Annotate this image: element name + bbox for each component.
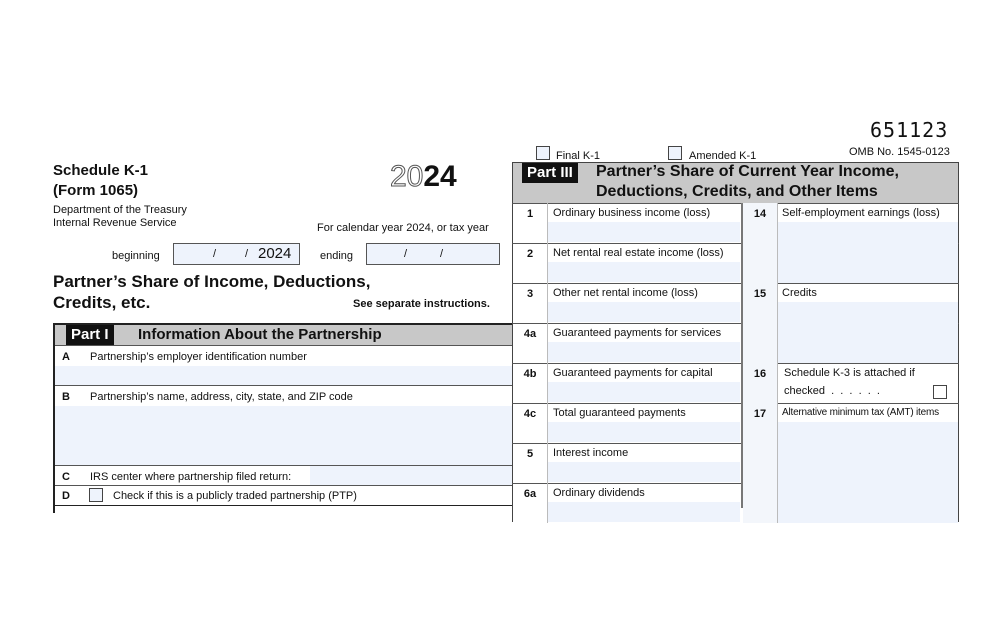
amended-k1-label: Amended K-1: [689, 150, 757, 162]
amended-k1-checkbox[interactable]: [668, 146, 682, 160]
ptp-label: Check if this is a publicly traded partn…: [113, 490, 357, 502]
main-title-2: Credits, etc.: [53, 293, 151, 312]
k3-checkbox[interactable]: [933, 385, 947, 399]
form-number: (Form 1065): [53, 182, 139, 199]
line-amount-field[interactable]: [548, 382, 740, 402]
line-amount-field[interactable]: [548, 462, 740, 482]
part1-header: [55, 325, 512, 345]
form-code: 651123: [870, 118, 949, 142]
row-letter: A: [62, 351, 70, 363]
ein-field[interactable]: [55, 366, 512, 385]
part3-section: [512, 162, 959, 522]
code-field[interactable]: [743, 363, 777, 403]
irs-center-label: IRS center where partnership filed retur…: [90, 471, 292, 483]
line-number: 4a: [523, 328, 537, 340]
line-amount-field[interactable]: [548, 502, 740, 522]
line-number: 16: [753, 368, 767, 380]
row-letter: D: [62, 490, 70, 502]
line-amount-field[interactable]: [548, 302, 740, 322]
date-sep: /: [213, 248, 217, 260]
line-number: 14: [753, 208, 767, 220]
date-sep: /: [440, 248, 444, 260]
row-letter: C: [62, 471, 70, 483]
line-amount-field[interactable]: [778, 243, 958, 283]
date-sep: /: [245, 248, 249, 260]
form-title: Schedule K-1: [53, 162, 149, 179]
part1-tag: Part I: [66, 325, 114, 345]
row-letter: B: [62, 391, 70, 403]
code-field[interactable]: [743, 283, 777, 323]
year-outline: 20: [389, 160, 424, 194]
calendar-text: For calendar year 2024, or tax year: [317, 222, 489, 234]
line-label: Guaranteed payments for capital: [553, 367, 713, 379]
irs-center-field[interactable]: [310, 466, 512, 485]
line-label: Credits: [782, 287, 817, 299]
date-sep: /: [404, 248, 408, 260]
partnership-name-label: Partnership’s name, address, city, state…: [90, 391, 353, 403]
line-amount-field[interactable]: [548, 262, 740, 282]
line-label: Interest income: [553, 447, 629, 459]
year-bold: 24: [423, 160, 457, 193]
line-number: 2: [526, 248, 534, 260]
omb-number: OMB No. 1545-0123: [849, 146, 950, 158]
instructions-note: See separate instructions.: [353, 298, 490, 310]
beginning-year: 2024: [258, 245, 292, 262]
line-amount-field[interactable]: [778, 222, 958, 243]
line-amount-field[interactable]: [778, 323, 958, 363]
line-label: Self-employment earnings (loss): [782, 207, 940, 219]
code-field[interactable]: [743, 443, 777, 483]
line-number: 3: [526, 288, 534, 300]
line-label: Net rental real estate income (loss): [553, 247, 724, 259]
part1-section: [53, 323, 512, 513]
line-number: 4b: [523, 368, 537, 380]
code-field[interactable]: [743, 203, 777, 243]
k3-label: Schedule K-3 is attached if: [784, 367, 915, 379]
dept-label: Department of the Treasury: [53, 204, 187, 216]
line-label: Ordinary dividends: [553, 487, 645, 499]
code-field[interactable]: [743, 403, 777, 443]
line-number: 1: [526, 208, 534, 220]
line-label: Other net rental income (loss): [553, 287, 698, 299]
line-amount-field[interactable]: [548, 422, 740, 442]
line-label: Guaranteed payments for services: [553, 327, 722, 339]
irs-label: Internal Revenue Service: [53, 217, 177, 229]
beginning-label: beginning: [112, 250, 160, 262]
line-amount-field[interactable]: [548, 222, 740, 242]
line-number: 5: [526, 448, 534, 460]
final-k1-label: Final K-1: [556, 150, 601, 162]
line-label: Total guaranteed payments: [553, 407, 686, 419]
part3-title-1: Partner’s Share of Current Year Income,: [596, 163, 899, 180]
line-number: 6a: [523, 488, 537, 500]
line-amount-field[interactable]: [778, 443, 958, 483]
tax-year: 2024: [389, 160, 457, 194]
final-k1-checkbox[interactable]: [536, 146, 550, 160]
part1-title: Information About the Partnership: [138, 326, 382, 343]
line-number: 17: [753, 408, 767, 420]
line-amount-field[interactable]: [778, 483, 958, 523]
ein-label: Partnership’s employer identification nu…: [90, 351, 307, 363]
code-field[interactable]: [743, 483, 777, 523]
part3-tag: Part III: [522, 163, 578, 183]
line-number: 15: [753, 288, 767, 300]
line-label: Ordinary business income (loss): [553, 207, 711, 219]
code-field[interactable]: [743, 323, 777, 363]
line-number: 4c: [523, 408, 537, 420]
line-amount-field[interactable]: [778, 302, 958, 323]
main-title-1: Partner’s Share of Income, Deductions,: [53, 272, 371, 291]
partnership-name-field[interactable]: [55, 406, 512, 465]
ptp-checkbox[interactable]: [89, 488, 103, 502]
beginning-date-field[interactable]: / / 2024: [173, 243, 300, 265]
ending-label: ending: [320, 250, 354, 262]
part3-title-2: Deductions, Credits, and Other Items: [596, 183, 878, 200]
code-field[interactable]: [743, 243, 777, 283]
ending-date-field[interactable]: / /: [366, 243, 500, 265]
line-amount-field[interactable]: [548, 342, 740, 362]
line-label: Alternative minimum tax (AMT) items: [782, 407, 939, 418]
k3-label-2: checked . . . . . .: [784, 385, 880, 397]
line-amount-field[interactable]: [778, 422, 958, 443]
part3-header: [513, 163, 958, 203]
